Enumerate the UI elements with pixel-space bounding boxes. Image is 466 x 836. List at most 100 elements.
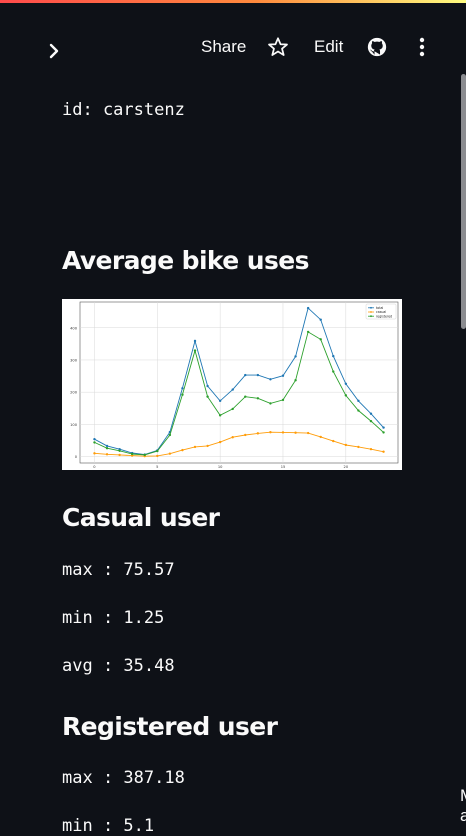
data-point-casual xyxy=(93,452,96,455)
data-point-registered xyxy=(357,409,360,412)
y-tick-label: 300 xyxy=(70,358,78,362)
main-menu-button[interactable] xyxy=(414,33,430,61)
data-point-casual xyxy=(306,431,310,435)
legend-marker-casual xyxy=(370,311,372,313)
data-point-total xyxy=(319,318,322,321)
data-point-total xyxy=(93,437,96,441)
casual-max-text: max : 75.57 xyxy=(62,560,175,580)
data-point-registered xyxy=(143,453,146,457)
chart-svg: 0 100 200 300 400 0 5 10 15 20 totalcasualregister… xyxy=(70,301,399,469)
data-point-total xyxy=(332,354,335,358)
data-point-casual xyxy=(118,453,121,457)
average-bike-uses-heading: Average bike uses xyxy=(62,246,309,275)
chevron-left-icon xyxy=(442,798,456,814)
data-point-casual xyxy=(382,450,385,453)
data-point-casual xyxy=(231,436,234,439)
data-point-registered xyxy=(269,402,272,405)
bike-usage-chart: 0 100 200 300 400 0 5 10 15 20 total casual register… xyxy=(62,299,402,470)
casual-avg-text: avg : 35.48 xyxy=(62,656,175,676)
data-point-total xyxy=(357,399,360,403)
data-point-casual xyxy=(319,435,322,439)
data-point-casual xyxy=(181,448,184,452)
data-point-casual xyxy=(193,445,197,449)
star-icon xyxy=(268,37,288,56)
x-tick-label: 0 xyxy=(93,465,96,469)
github-button[interactable] xyxy=(366,33,388,61)
data-point-registered xyxy=(93,441,96,444)
favorite-button[interactable] xyxy=(267,33,289,61)
data-point-registered xyxy=(193,349,197,352)
data-point-total xyxy=(382,426,385,429)
x-tick-label: 5 xyxy=(156,465,158,469)
registered-user-heading: Registered user xyxy=(62,712,278,741)
data-point-registered xyxy=(382,431,385,434)
data-point-casual xyxy=(156,454,159,458)
data-point-total xyxy=(181,387,184,390)
data-point-total xyxy=(306,306,310,310)
top-decoration-bar xyxy=(0,0,466,3)
data-point-casual xyxy=(105,453,109,456)
y-tick-label: 200 xyxy=(70,391,78,395)
x-tick-label: 10 xyxy=(218,465,223,469)
data-point-registered xyxy=(130,452,134,456)
data-point-registered xyxy=(369,419,373,423)
data-point-total xyxy=(256,373,260,377)
expand-sidebar-button[interactable] xyxy=(42,39,66,63)
data-point-total xyxy=(369,412,373,415)
data-point-registered xyxy=(156,449,159,453)
app-header: Share Edit xyxy=(0,3,466,73)
github-icon xyxy=(367,37,387,57)
data-point-total xyxy=(344,382,348,385)
data-point-registered xyxy=(218,414,222,417)
data-point-casual xyxy=(244,433,247,437)
legend-marker-total xyxy=(370,306,372,309)
data-point-total xyxy=(294,355,297,358)
data-point-total xyxy=(218,399,222,403)
edit-button[interactable]: Edit xyxy=(314,37,344,56)
series-line-casual xyxy=(94,431,384,457)
x-tick-label: 15 xyxy=(281,465,286,469)
data-point-casual xyxy=(218,440,222,444)
casual-user-heading: Casual user xyxy=(62,503,220,532)
y-tick-label: 100 xyxy=(70,423,78,427)
data-point-registered xyxy=(206,395,209,398)
data-point-registered xyxy=(231,407,234,411)
data-point-registered xyxy=(332,370,335,373)
share-button[interactable]: Share xyxy=(201,37,247,56)
data-point-registered xyxy=(105,446,109,450)
data-point-registered xyxy=(168,433,172,437)
y-tick-label: 0 xyxy=(75,455,78,459)
data-point-total xyxy=(193,339,197,343)
legend-label-registered: registered xyxy=(376,314,392,318)
data-point-casual xyxy=(332,439,335,443)
data-point-casual xyxy=(168,452,172,455)
data-point-casual xyxy=(294,431,297,434)
casual-min-text: min : 1.25 xyxy=(62,608,165,628)
legend-marker-registered xyxy=(370,315,372,318)
page-scrollbar[interactable] xyxy=(461,74,466,329)
legend-label-total: total xyxy=(376,306,383,310)
x-tick-label: 20 xyxy=(344,465,349,469)
data-point-total xyxy=(269,378,272,381)
data-point-registered xyxy=(244,395,247,398)
data-point-registered xyxy=(319,338,322,341)
id-text: id: carstenz xyxy=(62,100,185,120)
data-point-registered xyxy=(256,397,260,400)
data-point-casual xyxy=(269,431,272,434)
data-point-registered xyxy=(306,330,310,334)
more-vertical-icon xyxy=(419,37,425,57)
data-point-casual xyxy=(357,445,360,449)
data-point-casual xyxy=(344,443,348,447)
manage-app-button[interactable]: Manage app xyxy=(296,777,466,835)
y-tick-label: 400 xyxy=(70,326,78,330)
data-point-total xyxy=(105,444,109,448)
data-point-total xyxy=(206,384,209,388)
data-point-registered xyxy=(181,393,184,396)
data-point-total xyxy=(231,388,234,391)
data-point-registered xyxy=(118,449,121,452)
data-point-casual xyxy=(256,432,260,435)
chevron-right-icon xyxy=(49,43,59,59)
data-point-registered xyxy=(344,394,348,397)
legend-label-casual: casual xyxy=(376,310,386,314)
data-point-casual xyxy=(281,431,285,434)
